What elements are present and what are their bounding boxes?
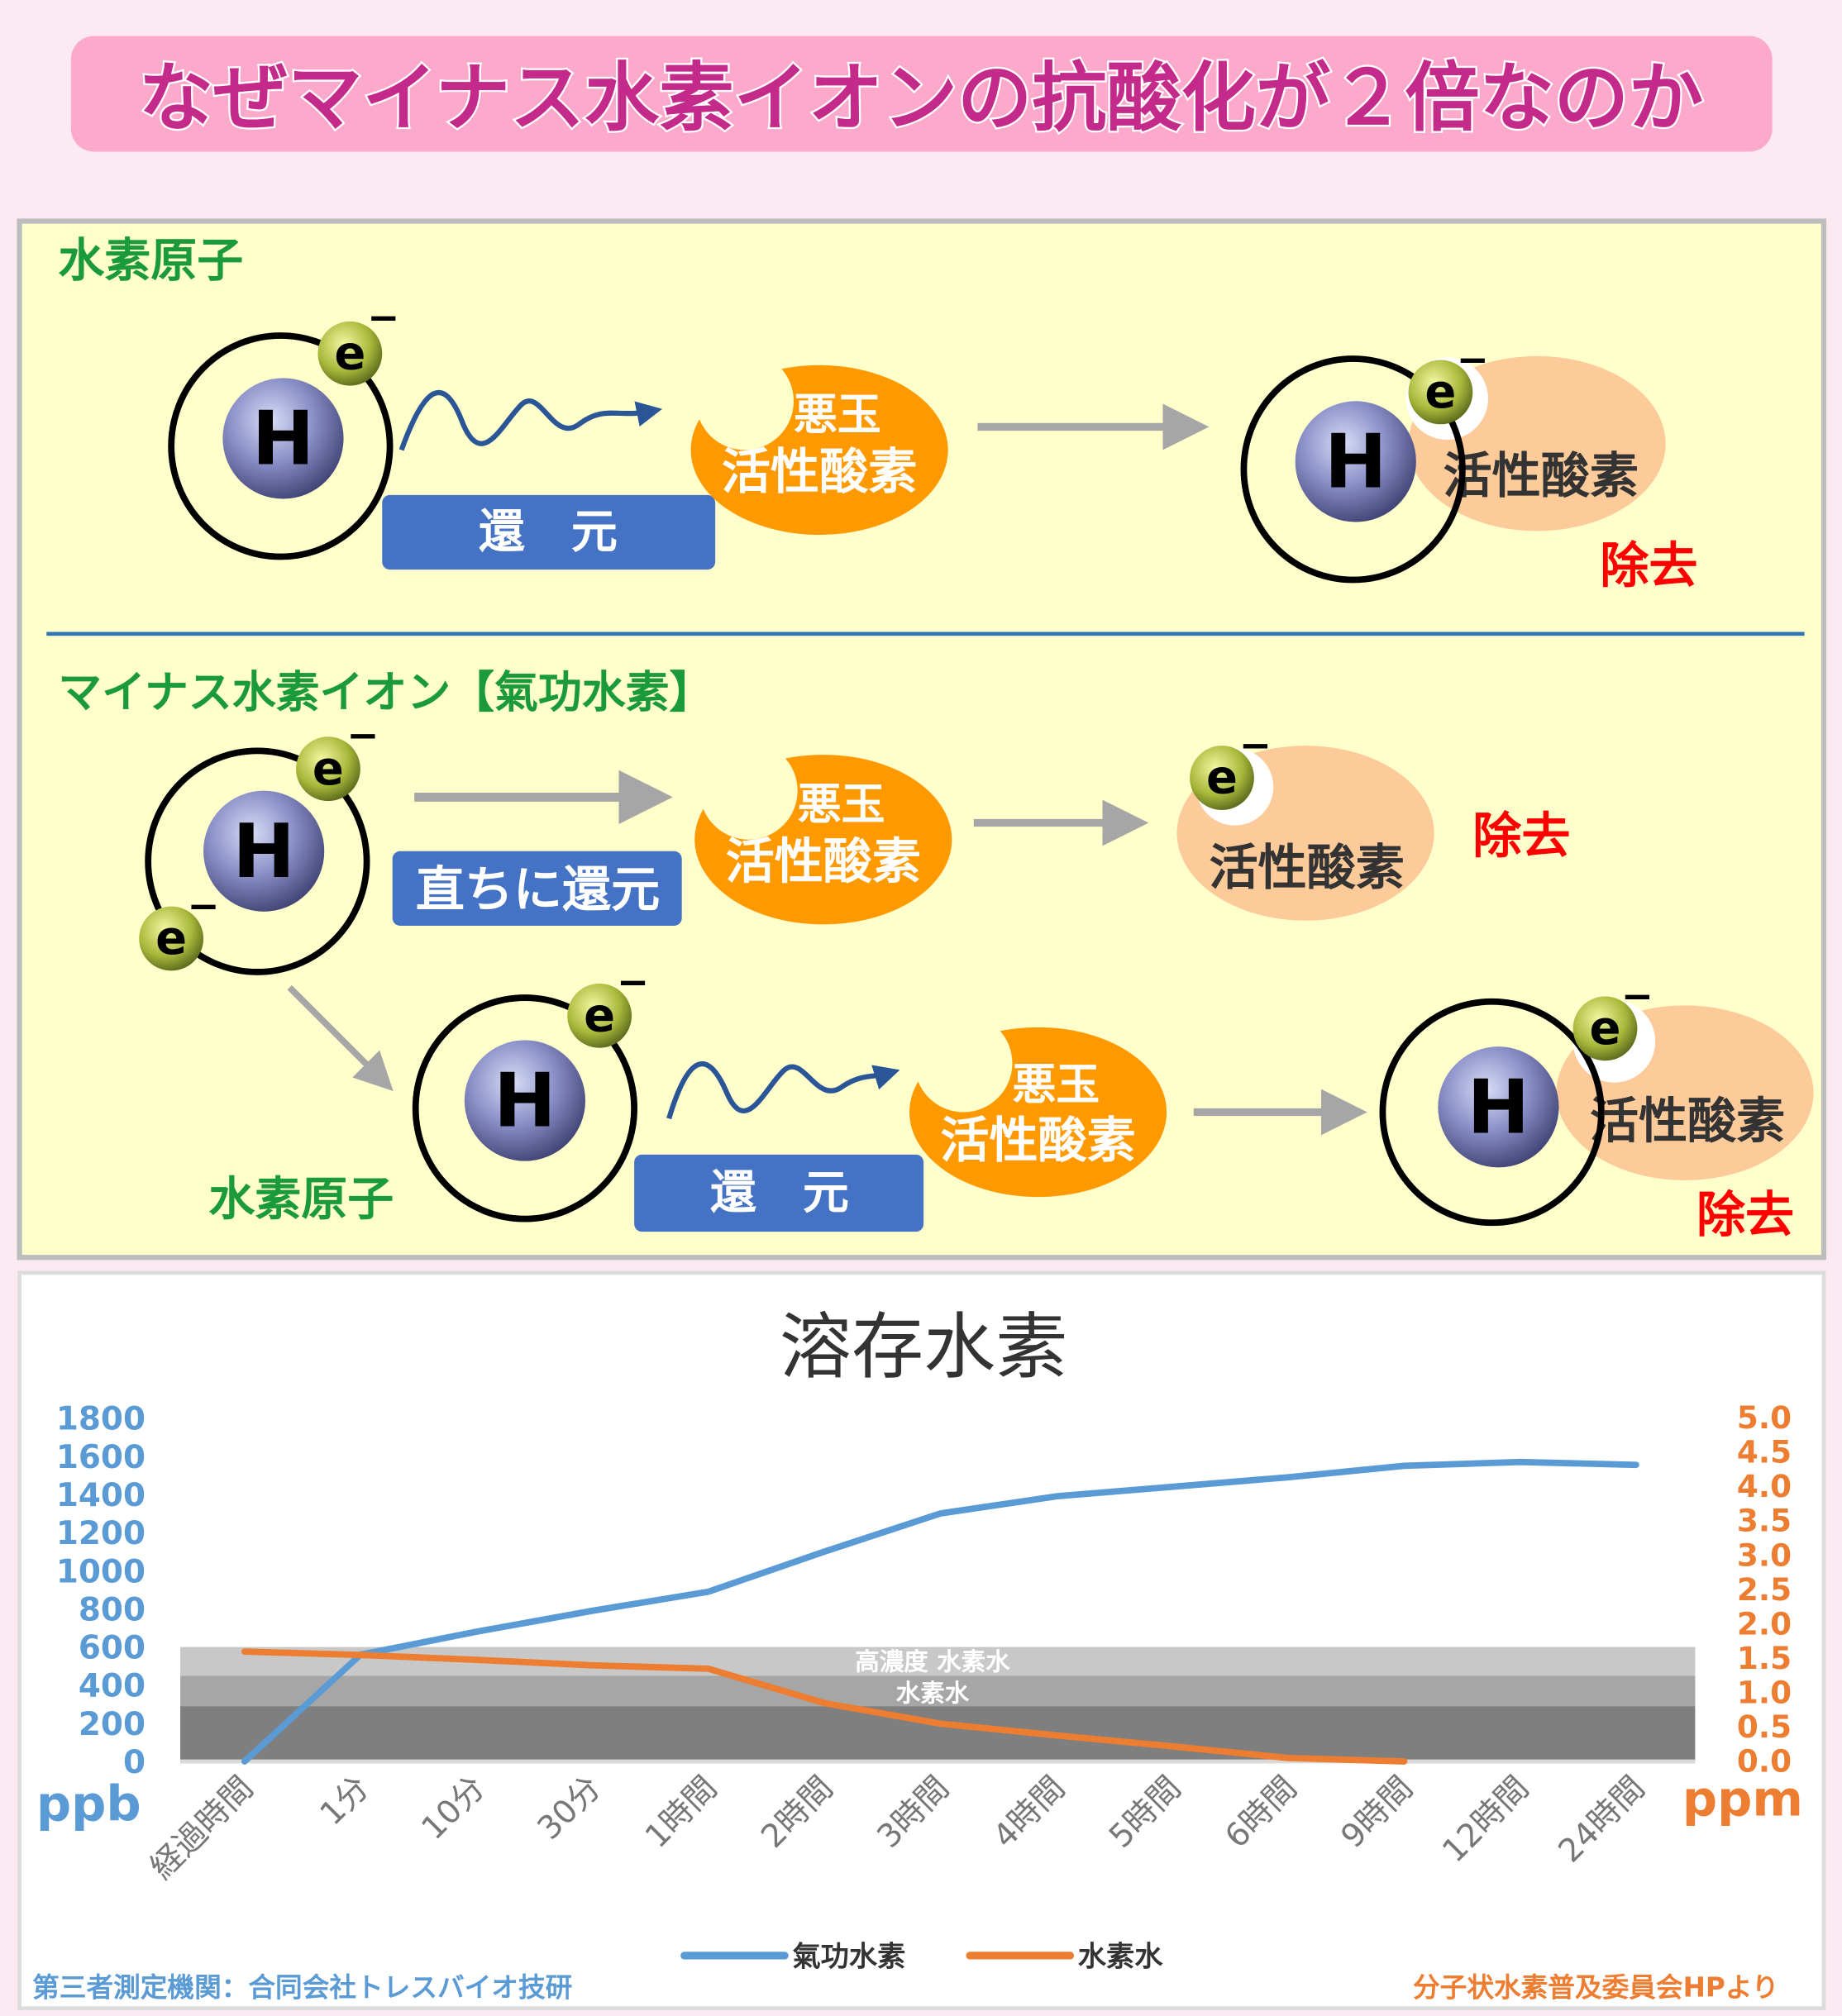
removed-label: 除去 xyxy=(1472,807,1570,864)
reduction-box xyxy=(634,1154,924,1232)
charge-label: − xyxy=(1457,338,1489,383)
y-tick-label: 1200 xyxy=(56,1515,146,1552)
charge-label: − xyxy=(346,713,379,758)
radical-blob-3: 悪玉 活性酸素 xyxy=(909,1014,1167,1198)
y-tick-label: 1.5 xyxy=(1737,1640,1792,1676)
band-label: 高濃度 水素水 xyxy=(855,1648,1010,1676)
result-label: 活性酸素 xyxy=(1444,447,1639,504)
charge-label: − xyxy=(367,296,399,341)
legend-label: 氣功水素 xyxy=(792,1940,905,1973)
charge-label: − xyxy=(187,884,219,929)
y-tick-label: 3.0 xyxy=(1737,1537,1792,1573)
radical-label: 悪玉 xyxy=(794,390,881,441)
y-tick-label: 2.5 xyxy=(1737,1571,1792,1608)
hydrogen-atom-1: H e − xyxy=(168,296,399,560)
electron-label: e xyxy=(1206,751,1238,805)
series-lines xyxy=(241,1458,1639,1765)
y-tick-label: 200 xyxy=(79,1706,146,1743)
electron-label: e xyxy=(584,989,615,1042)
hydrogen-atom-2: H e − xyxy=(412,960,649,1222)
y-tick-label: 4.0 xyxy=(1737,1468,1792,1504)
left-axis-unit: ppb xyxy=(36,1775,141,1833)
radical-blob-1: 悪玉 活性酸素 xyxy=(690,352,948,536)
radical-label: 活性酸素 xyxy=(940,1112,1135,1169)
atom-label: H xyxy=(252,396,315,483)
electron-label: e xyxy=(1590,1002,1621,1056)
sub-atom-label: 水素原子 xyxy=(208,1173,394,1227)
atom-label: H xyxy=(1467,1064,1529,1151)
electron-label: e xyxy=(1424,365,1456,419)
chart-title: 溶存水素 xyxy=(780,1305,1067,1389)
atom-label: H xyxy=(494,1058,556,1145)
removed-label: 除去 xyxy=(1600,537,1697,594)
radical-label: 悪玉 xyxy=(1012,1060,1100,1110)
atom-label: H xyxy=(1324,419,1386,506)
atom-label: H xyxy=(232,808,295,895)
electron-label: e xyxy=(313,742,344,796)
charge-label: − xyxy=(1621,975,1654,1019)
y-tick-label: 0.5 xyxy=(1737,1709,1792,1745)
reduction-box xyxy=(382,494,716,570)
page-title: なぜマイナス水素イオンの抗酸化が２倍なのか xyxy=(139,55,1703,141)
section2-heading: マイナス水素イオン【氣功水素】 xyxy=(58,668,713,718)
hydride-ion-atom: H e − e − xyxy=(139,713,379,975)
legend-label: 水素水 xyxy=(1078,1940,1163,1973)
right-axis: 5.04.54.03.53.02.52.01.51.00.50.0 xyxy=(1737,1399,1792,1779)
band-label: 水素水 xyxy=(896,1679,970,1707)
result-label: 活性酸素 xyxy=(1209,839,1404,896)
neutralized-radical-3: 活性酸素 H e − xyxy=(1379,975,1814,1227)
electron-label: e xyxy=(334,326,365,380)
radical-label: 活性酸素 xyxy=(726,832,921,889)
concentration-bands: 水素水 高濃度 水素水 xyxy=(180,1647,1696,1764)
radical-label: 活性酸素 xyxy=(722,443,917,500)
wave-arrow-icon xyxy=(666,1061,900,1120)
y-tick-label: 1400 xyxy=(56,1477,146,1514)
y-tick-label: 1600 xyxy=(56,1439,146,1476)
charge-label: − xyxy=(1239,724,1272,769)
source-left: 第三者測定機関：合同会社トレスバイオ技研 xyxy=(32,1972,572,2004)
y-tick-label: 600 xyxy=(79,1630,146,1667)
y-tick-label: 1000 xyxy=(56,1553,146,1590)
reduction-label: 還 元 xyxy=(479,506,618,560)
immediate-reduction-label: 直ちに還元 xyxy=(416,861,660,918)
y-tick-label: 400 xyxy=(79,1668,146,1705)
band xyxy=(180,1647,1696,1676)
right-axis-unit: ppm xyxy=(1682,1770,1803,1827)
diagram-panel: 水素原子 H e − 還 元 悪玉 活性酸素 活性酸素 H xyxy=(17,218,1827,1261)
electron-label: e xyxy=(155,912,187,965)
y-tick-label: 5.0 xyxy=(1737,1399,1792,1436)
y-tick-label: 1.0 xyxy=(1737,1674,1792,1710)
band xyxy=(180,1706,1696,1762)
radical-label: 悪玉 xyxy=(798,779,885,830)
wave-arrow-icon xyxy=(398,389,663,451)
diagonal-arrow-icon xyxy=(287,984,394,1091)
y-tick-label: 1800 xyxy=(56,1401,146,1438)
radical-blob-2: 悪玉 活性酸素 xyxy=(694,741,952,925)
reduction-label: 還 元 xyxy=(710,1166,849,1220)
y-tick-label: 0.0 xyxy=(1737,1742,1792,1779)
result-label: 活性酸素 xyxy=(1590,1093,1785,1150)
y-tick-label: 2.0 xyxy=(1737,1605,1792,1642)
y-tick-label: 3.5 xyxy=(1737,1503,1792,1539)
neutralized-radical-2: e − 活性酸素 xyxy=(1176,724,1434,921)
y-tick-label: 800 xyxy=(79,1591,146,1628)
legend: 氣功水素 水素水 xyxy=(680,1940,1163,1973)
chart-panel: 溶存水素 水素水 高濃度 水素水 180016001400120010008006… xyxy=(17,1270,1826,2011)
band xyxy=(180,1675,1696,1707)
source-right: 分子状水素普及委員会HPより xyxy=(1413,1972,1779,2004)
y-tick-label: 0 xyxy=(123,1744,146,1781)
section1-heading: 水素原子 xyxy=(58,234,243,288)
charge-label: − xyxy=(617,960,649,1005)
title-banner: なぜマイナス水素イオンの抗酸化が２倍なのか xyxy=(70,36,1773,152)
y-tick-label: 4.5 xyxy=(1737,1434,1792,1470)
removed-label: 除去 xyxy=(1696,1186,1794,1243)
neutralized-radical-1: 活性酸素 H e − xyxy=(1240,338,1666,584)
immediate-reduction-box xyxy=(392,851,682,926)
